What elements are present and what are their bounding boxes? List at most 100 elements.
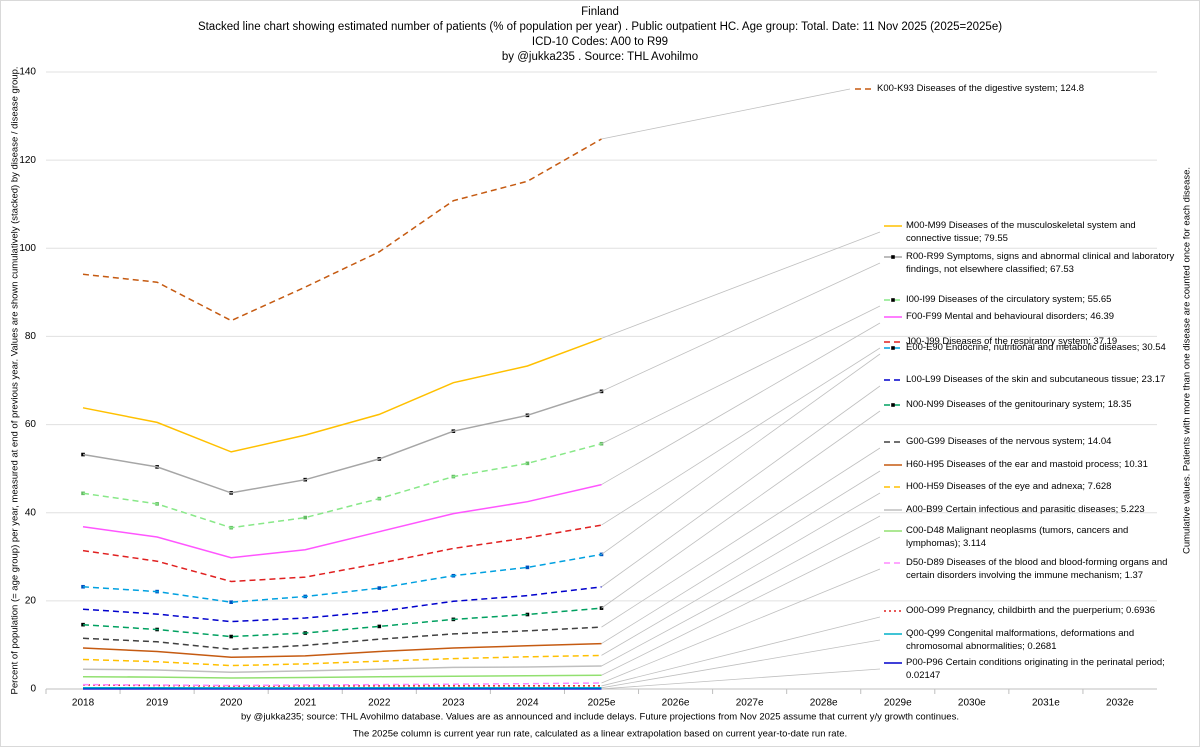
series-line [82, 390, 602, 494]
legend-label: H60-H95 Diseases of the ear and mastoid … [906, 459, 1148, 470]
x-tick-label: 2029e [884, 698, 912, 709]
legend-connector [601, 322, 881, 485]
legend-connector [601, 515, 881, 667]
y2-axis-label: Cumulative values. Patients with more th… [1182, 167, 1193, 554]
y-tick-label: 80 [25, 331, 37, 342]
legend-marker [891, 255, 895, 259]
legend-label: G00-G99 Diseases of the nervous system; … [906, 436, 1112, 447]
legend-connector [601, 447, 881, 628]
legend-connector [601, 470, 881, 644]
legend-label: K00-K93 Diseases of the digestive system… [877, 83, 1085, 94]
legend-connector [601, 410, 881, 609]
legend-label: I00-I99 Diseases of the circulatory syst… [906, 294, 1112, 305]
y-tick-label: 140 [19, 67, 36, 78]
legend-entry: P00-P96 Certain conditions originating i… [906, 657, 1165, 681]
legend-label: P00-P96 Certain conditions originating i… [906, 657, 1165, 681]
series-line [82, 684, 602, 687]
x-tick-label: 2021 [294, 698, 317, 709]
series-line [82, 642, 602, 659]
y-tick-label: 40 [25, 507, 37, 518]
legend-entry: K00-K93 Diseases of the digestive system… [877, 83, 1085, 94]
legend-connector [601, 616, 881, 687]
x-tick-label: 2019 [146, 698, 169, 709]
footnote: The 2025e column is current year run rat… [353, 729, 847, 740]
legend-entry: E00-E90 Endocrine, nutritional and metab… [906, 342, 1166, 353]
x-tick-label: 2026e [662, 698, 690, 709]
legend-entry: I00-I99 Diseases of the circulatory syst… [906, 294, 1112, 305]
legend-entry: A00-B99 Certain infectious and parasitic… [906, 504, 1145, 515]
legend-entry: L00-L99 Diseases of the skin and subcuta… [906, 374, 1166, 385]
legend-label: C00-D48 Malignant neoplasms (tumors, can… [906, 525, 1129, 549]
legend-entry: C00-D48 Malignant neoplasms (tumors, can… [906, 525, 1129, 549]
legend-entry: M00-M99 Diseases of the musculoskeletal … [906, 220, 1136, 244]
legend-connector [601, 385, 881, 588]
legend-label: F00-F99 Mental and behavioural disorders… [906, 311, 1115, 322]
y-tick-label: 20 [25, 595, 37, 606]
legend-label: O00-O99 Pregnancy, childbirth and the pu… [906, 605, 1156, 616]
chart-title: Finland [581, 6, 619, 18]
series-line [82, 586, 602, 623]
series-line [82, 654, 602, 667]
series-line [82, 607, 602, 638]
legend-label: D50-D89 Diseases of the blood and blood-… [906, 557, 1168, 581]
legend-entry: R00-R99 Symptoms, signs and abnormal cli… [906, 251, 1175, 275]
legend-entry: O00-O99 Pregnancy, childbirth and the pu… [906, 605, 1156, 616]
legend-connector [601, 353, 881, 555]
legend-entry: G00-G99 Diseases of the nervous system; … [906, 436, 1112, 447]
legend-entry: N00-N99 Diseases of the genitourinary sy… [906, 399, 1132, 410]
chart-title: by @jukka235 . Source: THL Avohilmo [502, 51, 698, 63]
legend-connector [601, 88, 851, 140]
legend-connector [601, 668, 881, 690]
x-tick-label: 2027e [736, 698, 764, 709]
legend-label: N00-N99 Diseases of the genitourinary sy… [906, 399, 1132, 410]
legend-marker [891, 346, 895, 350]
x-tick-label: 2020 [220, 698, 243, 709]
legend-connector [601, 305, 881, 445]
series-line [82, 665, 602, 674]
point-marker [229, 634, 233, 639]
legend-label: E00-E90 Endocrine, nutritional and metab… [906, 342, 1166, 353]
point-marker [525, 565, 530, 570]
legend-entry: J00-J99 Diseases of the respiratory syst… [906, 336, 1118, 347]
legend-connector [601, 231, 881, 339]
x-tick-label: 2032e [1106, 698, 1134, 709]
x-tick-label: 2022 [368, 698, 391, 709]
series-line [82, 442, 602, 529]
legend-marker [891, 403, 895, 407]
y-tick-label: 0 [30, 684, 36, 695]
legend-label: A00-B99 Certain infectious and parasitic… [906, 504, 1145, 515]
chart-title: Stacked line chart showing estimated num… [198, 21, 1002, 33]
series-line [82, 483, 602, 559]
series-line [82, 626, 602, 651]
y-axis-label: Percent of population (= age group) per … [10, 67, 21, 695]
x-tick-label: 2031e [1032, 698, 1060, 709]
series-line [82, 674, 602, 679]
x-tick-label: 2028e [810, 698, 838, 709]
y-tick-label: 120 [19, 155, 36, 166]
point-marker [525, 461, 530, 466]
legend-entry: Q00-Q99 Congenital malformations, deform… [906, 628, 1135, 652]
legend-label: H00-H59 Diseases of the eye and adnexa; … [906, 481, 1112, 492]
legend-connector [601, 639, 881, 689]
legend-entry: H60-H95 Diseases of the ear and mastoid … [906, 459, 1148, 470]
x-tick-label: 2024 [516, 698, 539, 709]
chart-title: ICD-10 Codes: A00 to R99 [532, 36, 668, 48]
legend-connector [601, 262, 881, 392]
legend-connector [601, 536, 881, 676]
legend-entry: F00-F99 Mental and behavioural disorders… [906, 311, 1115, 322]
point-marker [377, 586, 382, 590]
y-tick-label: 60 [25, 419, 37, 430]
y-tick-label: 100 [19, 243, 36, 254]
x-tick-label: 2018 [72, 698, 95, 709]
x-tick-label: 2030e [958, 698, 986, 709]
legend-label: R00-R99 Symptoms, signs and abnormal cli… [906, 251, 1175, 275]
legend-connector [601, 347, 881, 526]
series-line [82, 337, 602, 453]
series-line [82, 138, 602, 322]
legend-label: Q00-Q99 Congenital malformations, deform… [906, 628, 1135, 652]
legend-label: J00-J99 Diseases of the respiratory syst… [906, 336, 1118, 347]
point-marker [377, 624, 382, 629]
legend-label: L00-L99 Diseases of the skin and subcuta… [906, 374, 1166, 385]
series-line [82, 524, 602, 583]
